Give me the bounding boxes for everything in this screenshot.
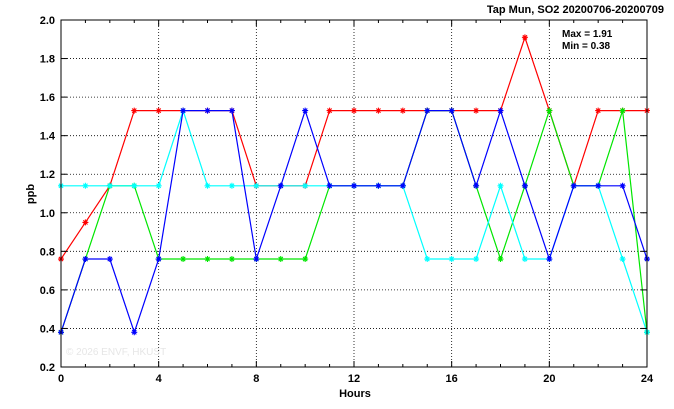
data-point [521,34,528,41]
data-point [473,107,480,114]
data-point [497,182,504,189]
data-point [546,107,553,114]
data-point [180,107,187,114]
series-line [60,35,647,260]
data-point [595,107,602,114]
data-point [204,107,211,114]
data-point [253,182,260,189]
data-point [619,107,626,114]
grid [61,20,647,367]
x-tick-label: 16 [446,373,458,385]
data-point [82,219,89,226]
data-point [228,256,235,263]
data-point [619,256,626,263]
x-tick-label: 8 [253,373,259,385]
data-point [277,256,284,263]
data-point [473,182,480,189]
data-point [82,182,89,189]
data-point [155,107,162,114]
data-point [546,256,553,263]
data-point [521,256,528,263]
y-tick-label: 0.2 [40,362,55,374]
data-point [204,182,211,189]
y-tick-label: 1.0 [40,208,55,220]
data-point [180,256,187,263]
x-tick-label: 0 [58,373,64,385]
y-tick-label: 2.0 [40,15,55,27]
data-point [131,182,138,189]
data-point [570,182,577,189]
max-label: Max = 1.91 [562,29,613,40]
data-point [228,107,235,114]
x-tick-label: 24 [641,373,654,385]
y-tick-label: 0.4 [40,323,56,335]
x-tick-label: 20 [543,373,555,385]
y-tick-label: 0.6 [40,285,55,297]
data-point [375,107,382,114]
data-point [399,182,406,189]
data-point [302,256,309,263]
data-point [326,182,333,189]
data-point [106,256,113,263]
data-point [106,182,113,189]
data-point [155,182,162,189]
data-point [448,107,455,114]
data-point [375,182,382,189]
x-axis-title: Hours [339,388,371,400]
data-point [399,107,406,114]
data-point [131,329,138,336]
data-point [473,256,480,263]
data-point [351,182,357,189]
data-point [351,107,357,114]
y-tick-label: 1.6 [40,92,55,104]
y-tick-label: 0.8 [40,246,55,258]
data-point [424,256,431,263]
data-point [448,256,455,263]
y-tick-label: 1.2 [40,169,55,181]
y-axis-title: ppb [25,184,37,204]
data-point [204,256,211,263]
x-tick-label: 12 [348,373,360,385]
data-point [497,256,504,263]
data-point [595,182,602,189]
chart-title: Tap Mun, SO2 20200706-20200709 [487,4,664,16]
data-point [302,182,309,189]
data-point [497,107,504,114]
data-point [521,182,528,189]
data-point [619,182,626,189]
data-point [228,182,235,189]
x-tick-label: 4 [156,373,163,385]
data-point [277,182,284,189]
ticks: 0.2 0.4 0.6 0.8 1.0 1.2 1.4 1.6 1.8 2.0 0 4 8 12 16 20 2… [40,15,654,385]
data-point [302,107,309,114]
data-point [424,107,431,114]
data-point [155,256,162,263]
data-point [326,107,333,114]
data-point [131,107,138,114]
data-point [253,256,260,263]
data-point [82,256,89,263]
min-label: Min = 0.38 [562,41,611,52]
y-tick-label: 1.4 [40,131,56,143]
watermark-text: © 2026 ENVF, HKUST [66,347,166,358]
y-tick-label: 1.8 [40,54,55,66]
